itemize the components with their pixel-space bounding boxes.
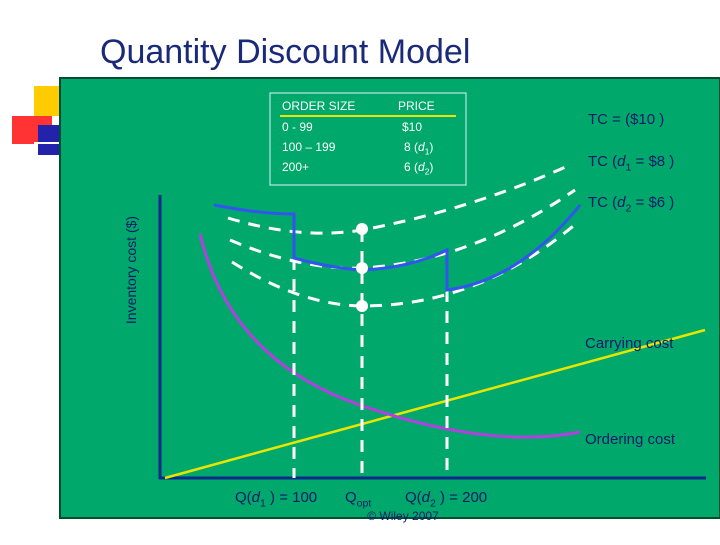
order-size: 0 - 99 — [282, 120, 313, 134]
point — [356, 300, 368, 312]
subscript: 1 — [260, 498, 266, 510]
label-part: Q( — [235, 489, 252, 506]
label-part: d — [617, 153, 626, 170]
label-part: d — [422, 489, 431, 506]
price: 8 (d1) — [404, 140, 433, 157]
table-header: ORDER SIZE — [282, 99, 355, 113]
ordering-cost-curve — [198, 233, 581, 439]
point — [356, 223, 368, 235]
label-part: Ordering cost — [585, 431, 676, 448]
order-size: 100 – 199 — [282, 140, 336, 154]
tc-d1-curve — [229, 188, 576, 270]
label-part: TC = ($10 ) — [588, 111, 664, 128]
label-part: ) — [429, 160, 433, 174]
tc-10-label: TC = ($10 ) — [588, 111, 664, 128]
point — [356, 262, 368, 274]
curve-labels: TC = ($10 ) TC (d1 = $8 ) TC (d2 = $6 ) … — [585, 111, 676, 448]
price: $10 — [402, 120, 422, 134]
label-part: ) — [429, 140, 433, 154]
label-part: $10 — [402, 120, 422, 134]
table-box — [269, 92, 467, 186]
subscript: 1 — [626, 162, 632, 174]
label-part: d — [418, 160, 425, 174]
carrying-label: Carrying cost — [585, 335, 674, 352]
subscript: 2 — [626, 203, 632, 215]
quantity-lines — [292, 230, 449, 478]
carrying-cost-line — [164, 328, 706, 480]
label-part: TC ( — [588, 153, 617, 170]
q-d2-label: Q(d2 ) = 200 — [405, 489, 487, 510]
order-size: 200+ — [282, 160, 309, 174]
y-axis-label: Inventory cost ($) — [123, 216, 139, 324]
subscript: opt — [357, 498, 372, 510]
tc-10-curve — [227, 163, 571, 235]
footer: © Wiley 2007 — [367, 509, 439, 523]
label-part: Q — [345, 489, 357, 506]
ordering-label: Ordering cost — [585, 431, 676, 448]
label-part: d — [252, 489, 261, 506]
tc-d2-curve — [231, 220, 579, 308]
x-labels: Q(d1 ) = 100 Qopt Q(d2 ) = 200 — [235, 489, 487, 510]
price: 6 (d2) — [404, 160, 433, 177]
subscript: 2 — [430, 498, 436, 510]
label-part: TC ( — [588, 194, 617, 211]
q-d1-label: Q(d1 ) = 100 — [235, 489, 317, 510]
label-part: Q( — [405, 489, 422, 506]
label-part: = $6 ) — [631, 194, 674, 211]
tc-curves — [227, 163, 579, 308]
panel — [60, 78, 720, 518]
subscript: 1 — [425, 147, 430, 157]
label-part: d — [617, 194, 626, 211]
deco-yellow — [34, 86, 60, 116]
label-part: ) = 200 — [436, 489, 487, 506]
label-part: d — [418, 140, 425, 154]
subscript: 2 — [425, 167, 430, 177]
optimum-points — [356, 223, 368, 312]
q-opt-label: Qopt — [345, 489, 371, 510]
tc-d1-label: TC (d1 = $8 ) — [588, 153, 674, 174]
panel-border — [59, 77, 720, 519]
label-part: ) = 100 — [266, 489, 317, 506]
tc-d2-label: TC (d2 = $6 ) — [588, 194, 674, 215]
title: Quantity Discount Model — [100, 33, 470, 71]
label-part: Carrying cost — [585, 335, 674, 352]
label-part: 8 ( — [404, 140, 418, 154]
label-part: = $8 ) — [631, 153, 674, 170]
label-part: 6 ( — [404, 160, 418, 174]
total-cost-curve — [213, 203, 582, 292]
table-header: PRICE — [398, 99, 435, 113]
price-table: ORDER SIZE PRICE 0 - 99 100 – 199 200+ $… — [282, 99, 435, 177]
